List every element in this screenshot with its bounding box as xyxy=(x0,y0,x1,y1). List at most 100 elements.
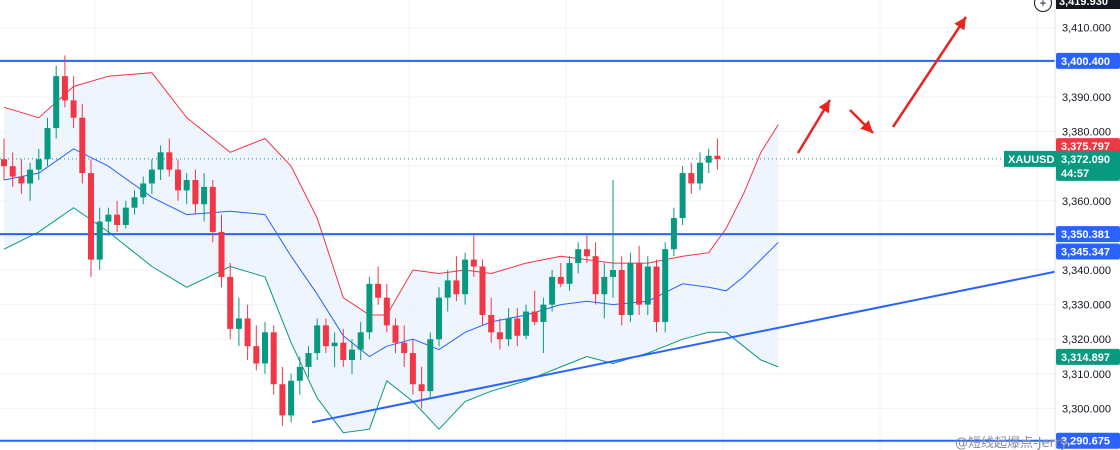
candle-body xyxy=(114,214,121,225)
candle-body xyxy=(166,152,173,170)
candle xyxy=(235,297,242,347)
candle-body xyxy=(549,276,556,305)
candle-body xyxy=(262,332,268,364)
candle-body xyxy=(566,263,573,284)
candle xyxy=(270,325,277,395)
candle xyxy=(401,325,408,367)
candle-body xyxy=(305,353,312,367)
candle-body xyxy=(244,318,251,347)
candle-body xyxy=(636,263,643,305)
candle xyxy=(105,207,112,236)
candle-body xyxy=(88,173,94,260)
candle-body xyxy=(453,280,460,295)
candle-body xyxy=(383,297,390,326)
candle xyxy=(192,169,199,215)
candle xyxy=(357,321,364,360)
candle xyxy=(218,214,225,288)
candle xyxy=(662,242,669,333)
candle-body xyxy=(592,256,599,295)
candle xyxy=(375,266,382,305)
ascending-trendline[interactable] xyxy=(311,270,1056,424)
candle-body xyxy=(575,249,582,264)
candle-body xyxy=(540,304,547,322)
candle-body xyxy=(140,183,147,198)
candle-body xyxy=(505,318,512,340)
candle xyxy=(114,200,121,232)
candle-body xyxy=(488,315,495,333)
candle xyxy=(340,328,347,367)
candle xyxy=(479,259,486,326)
candle xyxy=(644,256,651,315)
price-tag-box xyxy=(1056,348,1120,365)
candle-body xyxy=(401,342,408,354)
candle-body xyxy=(270,332,277,385)
candle xyxy=(349,339,355,374)
price-axis[interactable]: 3,410.000 3,390.000 3,380.000 3,360.000 3,34… xyxy=(1054,0,1111,450)
candle-body xyxy=(44,128,51,160)
candle xyxy=(366,276,373,340)
candle-body xyxy=(175,169,181,191)
price-tag-box xyxy=(1056,138,1120,155)
price-tag: 3,290.675 xyxy=(1056,432,1120,449)
candle-body xyxy=(27,169,34,184)
bollinger-lower-line xyxy=(3,207,779,434)
candle xyxy=(322,318,329,354)
candle-body xyxy=(9,166,16,177)
candle xyxy=(148,159,155,194)
candle xyxy=(305,346,312,378)
bollinger-upper-line xyxy=(3,72,779,316)
arrow-head xyxy=(818,100,830,114)
candle xyxy=(436,287,442,347)
price-tag: 3,400.400 xyxy=(1056,52,1120,69)
candle xyxy=(18,159,25,194)
candle-body xyxy=(601,276,608,295)
forecast-arrow xyxy=(891,16,968,128)
candle-body xyxy=(288,380,295,416)
candle-body xyxy=(218,231,225,277)
candle-body xyxy=(227,276,234,329)
candle-body xyxy=(96,221,103,260)
candle-body xyxy=(496,332,503,340)
candle xyxy=(705,148,712,174)
price-tag-label: 3,314.897 xyxy=(1061,352,1110,364)
candle xyxy=(140,176,147,205)
current-price-value: 3,372.090 xyxy=(1061,154,1110,166)
price-tag-box xyxy=(1056,226,1120,243)
candle xyxy=(557,263,564,288)
price-tag-box xyxy=(1056,432,1120,449)
candle-body xyxy=(35,159,42,170)
candle-body xyxy=(662,249,669,322)
candle-body xyxy=(349,349,355,360)
candle xyxy=(583,235,590,264)
candle-body xyxy=(436,297,442,340)
candle xyxy=(470,235,477,277)
candle-body xyxy=(201,186,208,205)
candle-body xyxy=(61,76,68,101)
candle-body xyxy=(409,353,416,385)
candle-body xyxy=(314,325,321,354)
candle-body xyxy=(392,325,399,343)
price-tag-label: 3,345.347 xyxy=(1061,246,1110,258)
support-resistance-lines[interactable] xyxy=(0,59,1055,442)
candle-body xyxy=(375,283,382,298)
price-axis-tick-label: 3,390.000 xyxy=(1062,92,1111,104)
price-tag: 3,314.897 xyxy=(1056,348,1120,365)
candle-body xyxy=(1,159,7,167)
candle-body xyxy=(366,283,373,333)
candle xyxy=(610,180,616,298)
candle xyxy=(88,159,94,277)
price-tag: 3,350.381 xyxy=(1056,226,1120,243)
price-tag: 3,345.347 xyxy=(1056,243,1120,260)
candle xyxy=(566,256,573,291)
candle-body xyxy=(470,259,477,267)
candle xyxy=(636,245,643,315)
symbol-tag xyxy=(1004,150,1056,167)
candle xyxy=(35,148,42,180)
candle-body xyxy=(357,332,364,350)
candle-body xyxy=(18,176,25,184)
candle xyxy=(688,162,695,194)
candle-body xyxy=(131,197,138,208)
forecast-arrows xyxy=(796,16,968,154)
price-axis-tick-label: 3,330.000 xyxy=(1062,300,1111,312)
